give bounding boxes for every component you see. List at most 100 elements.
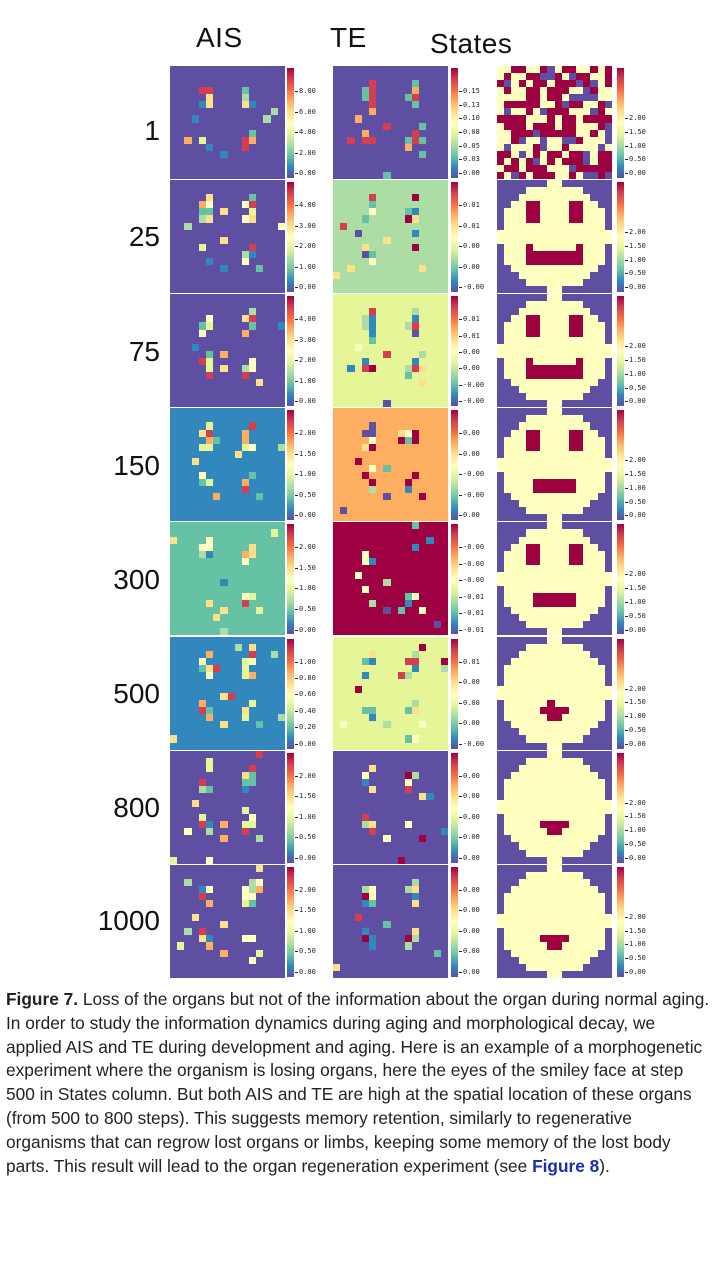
column-header-ais: AIS [196,22,243,53]
states-heatmap [497,66,612,180]
ais-colorbar-tick: 3.00 [295,221,316,230]
te-colorbar-tick: 0.00 [459,698,480,707]
states-colorbar-tick: 0.50 [625,269,646,278]
te-colorbar-tick: 0.00 [459,792,480,801]
states-colorbar-tick: 1.00 [625,369,646,378]
step-label: 150 [113,450,160,481]
ais-colorbar-tick: 1.00 [295,812,316,821]
te-colorbar-tick: 0.08 [459,128,480,137]
ais-colorbar-tick: 0.00 [295,283,316,292]
states-colorbar [617,410,624,521]
te-colorbar-tick: 0.01 [459,657,480,666]
te-heatmap [333,66,448,180]
te-colorbar-tick: -0.01 [458,609,485,618]
ais-heatmap [170,180,285,294]
te-colorbar-tick: 0.00 [459,449,480,458]
ais-colorbar-tick: 4.00 [295,315,316,324]
caption-label: Figure 7. [6,989,79,1009]
ais-colorbar [287,638,294,749]
te-heatmap [333,180,448,294]
states-colorbar-tick: 0.00 [625,397,646,406]
ais-colorbar-tick: 1.50 [295,792,316,801]
ais-colorbar [287,410,294,521]
states-colorbar-tick: 0.00 [625,853,646,862]
step-label: 800 [113,792,160,823]
te-colorbar-tick: 0.00 [459,429,480,438]
states-colorbar-tick: 1.50 [625,698,646,707]
te-colorbar-tick: -0.00 [458,490,485,499]
states-colorbar-tick: 2.00 [625,456,646,465]
states-colorbar [617,752,624,863]
states-colorbar-tick: 0.00 [625,625,646,634]
states-colorbar-tick: 0.00 [625,511,646,520]
te-colorbar-tick: 0.01 [459,331,480,340]
ais-colorbar-tick: 1.00 [295,262,316,271]
ais-colorbar-tick: 2.00 [295,885,316,894]
te-colorbar-tick: 0.00 [459,242,480,251]
te-heatmap [333,408,448,522]
figure-8-link[interactable]: Figure 8 [532,1155,600,1176]
ais-colorbar-tick: 4.00 [295,201,316,210]
te-colorbar [451,182,458,293]
ais-colorbar-tick: 0.00 [295,397,316,406]
states-colorbar-tick: 0.50 [625,611,646,620]
states-colorbar-tick: 1.00 [625,255,646,264]
te-colorbar-tick: 0.01 [459,315,480,324]
ais-colorbar-tick: 0.00 [295,853,316,862]
te-colorbar-tick: 0.00 [459,947,480,956]
te-colorbar-tick: -0.00 [458,739,485,748]
states-heatmap [497,636,612,750]
te-colorbar-tick: 0.00 [459,719,480,728]
ais-colorbar-tick: 0.80 [295,673,316,682]
te-heatmap [333,864,448,978]
te-colorbar-tick: -0.00 [458,559,485,568]
states-colorbar-tick: 1.00 [625,483,646,492]
ais-colorbar [287,182,294,293]
step-label: 1000 [97,905,160,936]
te-colorbar-tick: 0.03 [459,155,480,164]
caption-text: Loss of the organs but not of the inform… [6,989,710,1176]
ais-colorbar-tick: 1.00 [295,657,316,666]
states-colorbar-tick: 0.50 [625,497,646,506]
step-label: 25 [128,221,160,252]
ais-colorbar-tick: 0.00 [295,511,316,520]
ais-colorbar-tick: 2.00 [295,356,316,365]
ais-colorbar-tick: 0.00 [295,967,316,976]
states-colorbar [617,296,624,407]
te-colorbar-tick: 0.00 [459,812,480,821]
ais-colorbar-tick: 2.00 [295,429,316,438]
te-colorbar-tick: 0.00 [459,833,480,842]
states-colorbar [617,524,624,635]
te-colorbar [451,866,458,977]
te-colorbar [451,296,458,407]
states-colorbar-tick: 0.00 [625,283,646,292]
te-colorbar [451,638,458,749]
ais-heatmap [170,750,285,864]
states-colorbar-tick: 2.00 [625,114,646,123]
states-colorbar-tick: 0.50 [625,383,646,392]
te-colorbar-tick: 0.01 [459,221,480,230]
te-colorbar-tick: -0.01 [458,592,485,601]
ais-colorbar-tick: 6.00 [295,107,316,116]
te-colorbar-tick: 0.01 [459,201,480,210]
ais-heatmap [170,522,285,636]
states-heatmap [497,522,612,636]
ais-colorbar-tick: 0.60 [295,690,316,699]
ais-heatmap [170,636,285,750]
ais-colorbar-tick: 0.00 [295,625,316,634]
caption-end: ). [599,1155,610,1176]
states-colorbar-tick: 2.00 [625,342,646,351]
states-heatmap [497,750,612,864]
te-heatmap [333,750,448,864]
te-colorbar-tick: -0.00 [458,283,485,292]
te-heatmap [333,522,448,636]
states-colorbar-tick: 2.00 [625,912,646,921]
ais-colorbar-tick: 0.40 [295,706,316,715]
ais-colorbar [287,68,294,179]
te-colorbar [451,752,458,863]
te-colorbar-tick: 0.00 [459,364,480,373]
states-colorbar-tick: 2.00 [625,798,646,807]
ais-colorbar-tick: 2.00 [295,148,316,157]
te-colorbar-tick: -0.00 [458,543,485,552]
te-colorbar-tick: -0.00 [458,576,485,585]
